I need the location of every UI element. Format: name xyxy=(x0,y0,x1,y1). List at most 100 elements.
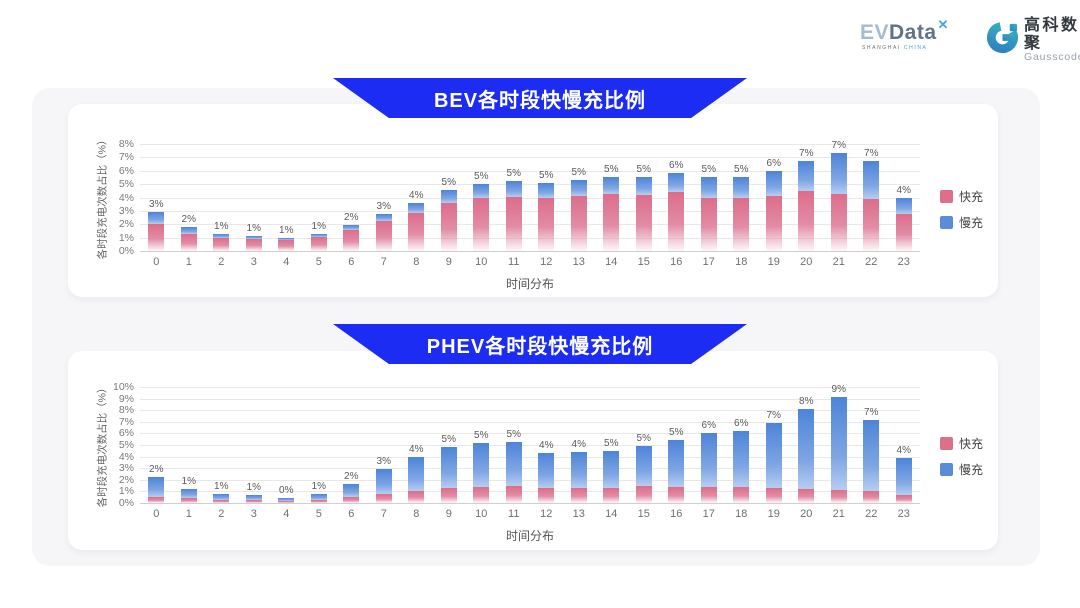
slow-charge-segment xyxy=(310,233,327,237)
fast-charge-segment xyxy=(148,497,165,503)
bar-total-label: 4% xyxy=(409,443,424,455)
fast-charge-segment xyxy=(538,487,555,503)
bar-total-label: 4% xyxy=(896,184,911,196)
bar-total-label: 5% xyxy=(669,427,684,439)
bev-chart: 各时段充电次数占比（%） 0% 1% 2% 3% 4% 5% 6% 7% 8% 3% 0 2% 1 1% 2… xyxy=(68,104,998,297)
evdata-x-icon: ✕ xyxy=(937,17,949,32)
x-tick-label: 22 xyxy=(865,508,878,520)
evdata-sub-china: CHINA xyxy=(903,45,928,51)
stacked-bar xyxy=(798,161,815,251)
bar-total-label: 1% xyxy=(214,480,229,492)
fast-charge-segment xyxy=(635,194,652,251)
fast-charge-segment xyxy=(863,491,880,503)
bar-total-label: 5% xyxy=(604,164,619,176)
bar-hour-1: 2% 1 xyxy=(173,144,206,268)
stacked-bar xyxy=(895,197,912,251)
bar-hour-23: 4% 23 xyxy=(888,387,921,520)
stacked-bar xyxy=(538,453,555,503)
y-tick-label: 6% xyxy=(118,164,134,177)
slow-charge-segment xyxy=(148,477,165,498)
bar-hour-8: 4% 8 xyxy=(400,387,433,520)
legend-item-慢充[interactable]: 慢充 xyxy=(940,461,983,478)
stacked-bar xyxy=(505,441,522,503)
bar-hour-15: 5% 15 xyxy=(628,387,661,520)
stacked-bar xyxy=(538,182,555,251)
fast-charge-segment xyxy=(310,499,327,503)
x-tick-label: 9 xyxy=(445,508,452,520)
x-tick-label: 20 xyxy=(800,508,813,520)
gausscode-g-icon xyxy=(986,21,1019,59)
x-tick-label: 3 xyxy=(250,508,257,520)
phev-chart: 各时段充电次数占比（%） 0% 1% 2% 3% 4% 5% 6% 7% 8% 9% 10% 2% 0 1… xyxy=(68,351,998,550)
bar-total-label: 1% xyxy=(246,223,261,235)
fast-charge-segment xyxy=(440,487,457,503)
bar-total-label: 5% xyxy=(474,171,489,183)
fast-charge-segment xyxy=(375,220,392,251)
x-tick-label: 1 xyxy=(185,256,192,268)
slow-charge-segment xyxy=(408,202,425,213)
fast-charge-segment xyxy=(700,197,717,251)
x-tick-label: 8 xyxy=(413,508,420,520)
gridline xyxy=(140,210,920,212)
y-tick-label: 7% xyxy=(118,151,134,164)
bar-total-label: 4% xyxy=(896,444,911,456)
slow-charge-segment xyxy=(310,493,327,500)
bar-hour-0: 2% 0 xyxy=(140,387,173,520)
gridline xyxy=(140,144,920,145)
bar-hour-23: 4% 23 xyxy=(888,144,921,268)
legend-swatch xyxy=(940,190,953,203)
fast-charge-segment xyxy=(830,490,847,503)
slow-charge-segment xyxy=(863,419,880,492)
bar-total-label: 6% xyxy=(701,420,716,432)
x-tick-label: 17 xyxy=(702,256,715,268)
slow-charge-segment xyxy=(733,177,750,198)
slow-charge-segment xyxy=(538,453,555,488)
y-tick-label: 4% xyxy=(118,450,134,463)
bar-hour-18: 6% 18 xyxy=(725,387,758,520)
bar-total-label: 9% xyxy=(831,384,846,396)
legend-label: 快充 xyxy=(959,437,984,451)
stacked-bar xyxy=(213,233,230,251)
x-tick-label: 16 xyxy=(670,508,683,520)
y-tick-label: 5% xyxy=(118,178,134,191)
bar-total-label: 5% xyxy=(571,167,586,179)
gridline xyxy=(140,387,920,388)
bar-total-label: 1% xyxy=(214,220,229,232)
gridline xyxy=(140,468,920,470)
legend-item-快充[interactable]: 快充 xyxy=(940,188,983,205)
fast-charge-segment xyxy=(635,485,652,503)
legend-item-慢充[interactable]: 慢充 xyxy=(940,214,983,231)
evdata-data-text: Data xyxy=(889,21,937,44)
bar-total-label: 5% xyxy=(441,434,456,446)
bar-hour-11: 5% 11 xyxy=(498,144,531,268)
bar-hour-16: 5% 16 xyxy=(660,387,693,520)
bar-total-label: 5% xyxy=(441,177,456,189)
stacked-bar xyxy=(863,419,880,503)
x-tick-label: 14 xyxy=(605,256,618,268)
slow-charge-segment xyxy=(830,397,847,491)
stacked-bar xyxy=(765,170,782,251)
y-tick-label: 7% xyxy=(118,415,134,428)
slow-charge-segment xyxy=(473,442,490,487)
bar-hour-16: 6% 16 xyxy=(660,144,693,268)
bar-total-label: 4% xyxy=(409,189,424,201)
stacked-bar xyxy=(473,442,490,503)
gausscode-text: 高科数聚 Gausscode xyxy=(1024,17,1080,64)
slow-charge-segment xyxy=(570,180,587,197)
stacked-bar xyxy=(668,173,685,251)
x-tick-label: 18 xyxy=(735,256,748,268)
bar-hour-11: 5% 11 xyxy=(498,387,531,520)
evdata-sub-shanghai: SHANGHAI xyxy=(862,45,901,51)
bar-total-label: 5% xyxy=(539,169,554,181)
legend-item-快充[interactable]: 快充 xyxy=(940,435,983,452)
fast-charge-segment xyxy=(570,487,587,503)
bar-hour-19: 7% 19 xyxy=(758,387,791,520)
stacked-bar xyxy=(668,440,685,503)
legend-swatch xyxy=(940,437,953,450)
slow-charge-segment xyxy=(635,446,652,486)
x-tick-label: 20 xyxy=(800,256,813,268)
bar-hour-3: 1% 3 xyxy=(238,387,271,520)
stacked-bar xyxy=(375,469,392,503)
slow-charge-segment xyxy=(603,177,620,194)
stacked-bar xyxy=(603,177,620,251)
